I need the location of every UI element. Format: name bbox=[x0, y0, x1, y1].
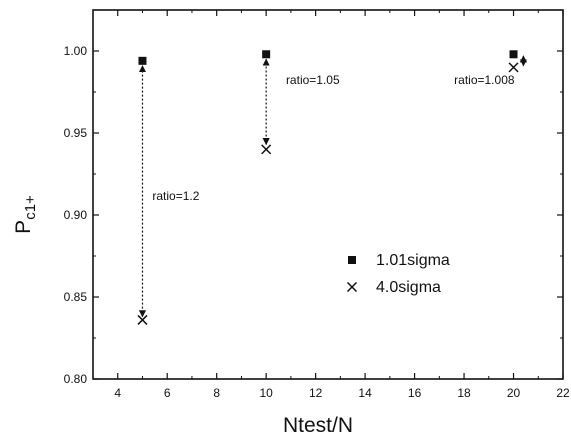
x-tick-label: 22 bbox=[556, 386, 570, 400]
cross-marker bbox=[346, 281, 358, 293]
legend: 1.01sigma 4.0sigma bbox=[346, 252, 450, 296]
x-tick-label: 10 bbox=[259, 386, 273, 400]
legend-label: 1.01sigma bbox=[376, 252, 450, 269]
x-tick-label: 14 bbox=[358, 386, 372, 400]
y-tick-label: 0.95 bbox=[64, 126, 88, 140]
x-axis-title: Ntest/N bbox=[283, 414, 353, 437]
cross-stroke bbox=[346, 281, 358, 293]
y-tick-label: 0.85 bbox=[64, 290, 88, 304]
legend-label: 4.0sigma bbox=[376, 279, 441, 296]
square-marker bbox=[509, 50, 518, 59]
cross-stroke bbox=[261, 144, 272, 155]
ratio-annotation: ratio=1.008 bbox=[454, 73, 515, 87]
x-tick-label: 12 bbox=[309, 386, 323, 400]
cross-stroke bbox=[137, 314, 148, 325]
ratio-annotation: ratio=1.2 bbox=[152, 189, 199, 203]
cross-marker bbox=[508, 62, 519, 73]
ratio-annotation: ratio=1.05 bbox=[286, 73, 340, 87]
y-axis-title-main: P bbox=[12, 220, 35, 234]
x-tick-label: 4 bbox=[114, 386, 121, 400]
x-tick-label: 16 bbox=[408, 386, 422, 400]
square-marker bbox=[138, 56, 147, 65]
x-tick-label: 18 bbox=[457, 386, 471, 400]
square-marker bbox=[348, 256, 356, 264]
y-tick-label: 1.00 bbox=[64, 44, 88, 58]
x-tick-label: 6 bbox=[164, 386, 171, 400]
cross-marker bbox=[137, 314, 148, 325]
y-tick-label: 0.80 bbox=[64, 372, 88, 386]
legend-item: 4.0sigma bbox=[346, 279, 441, 296]
cross-stroke bbox=[508, 62, 519, 73]
cross-marker bbox=[261, 144, 272, 155]
legend-item: 1.01sigma bbox=[348, 252, 450, 269]
y-tick-label: 0.90 bbox=[64, 208, 88, 222]
y-axis-title-subscript: c1+ bbox=[22, 195, 39, 220]
x-tick-label: 8 bbox=[213, 386, 220, 400]
x-tick-label: 20 bbox=[507, 386, 521, 400]
plot-frame bbox=[92, 9, 564, 380]
y-axis-title: Pc1+ bbox=[12, 195, 39, 234]
square-marker bbox=[262, 50, 271, 59]
